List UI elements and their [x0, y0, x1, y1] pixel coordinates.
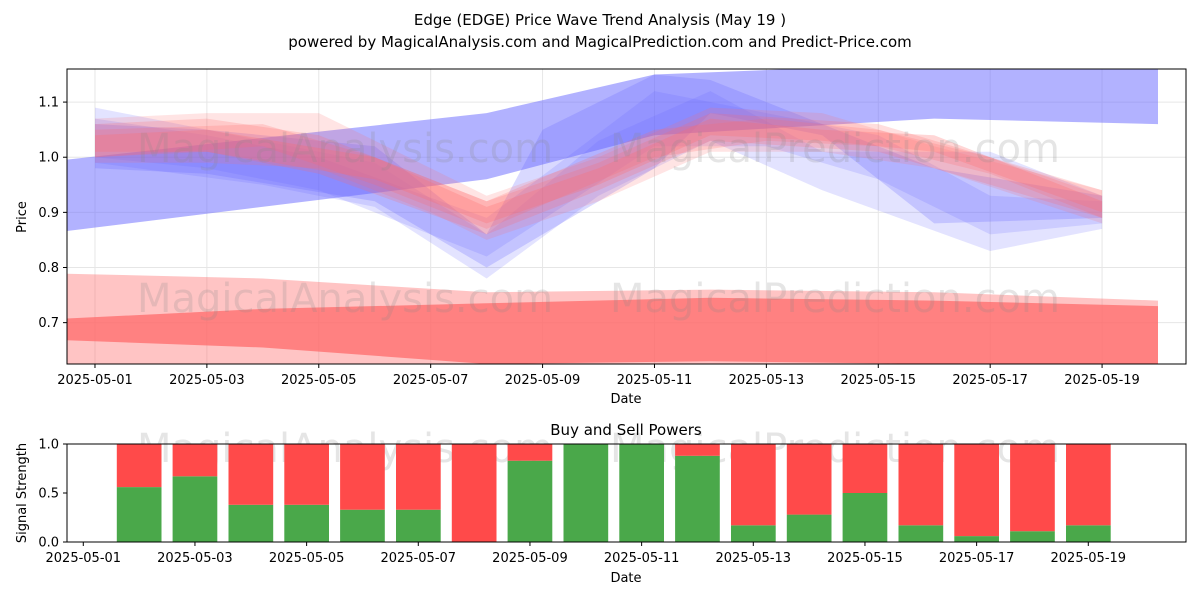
- price-plot-frame: [66, 68, 1187, 365]
- watermark-text: MagicalAnalysis.com: [137, 126, 553, 172]
- sell-bar: [172, 444, 218, 477]
- buy-bar: [228, 504, 274, 542]
- price-band-red-6: [95, 118, 1103, 229]
- y-tick-label: 0.7: [38, 316, 59, 331]
- y-tick-label: 1.1: [38, 96, 59, 111]
- signal-chart-title: Buy and Sell Powers: [550, 421, 702, 439]
- sell-bar: [954, 444, 999, 537]
- buy-bar: [954, 536, 999, 542]
- signal-x-axis-label: Date: [610, 571, 641, 586]
- y-tick-label: 1.0: [38, 438, 59, 453]
- watermarks: MagicalAnalysis.com MagicalPrediction.co…: [137, 126, 1060, 472]
- sell-bar: [340, 444, 385, 510]
- sell-bar: [1066, 444, 1111, 526]
- buy-bar: [1066, 525, 1111, 542]
- y-tick-label: 1.0: [38, 151, 59, 166]
- buy-bar: [116, 487, 162, 542]
- sell-bar: [284, 444, 329, 505]
- watermark-text: MagicalPrediction.com: [610, 126, 1060, 172]
- price-band-blue-2: [95, 91, 1103, 279]
- sell-bar: [731, 444, 776, 526]
- x-tick-label: 2025-05-07: [381, 551, 457, 566]
- sell-bar: [228, 444, 274, 505]
- signal-axis-ticks: 2025-05-01 2025-05-03 2025-05-05 2025-05-07…: [38, 438, 1126, 567]
- sell-bar: [1010, 444, 1055, 532]
- watermark-text: MagicalPrediction.com: [610, 276, 1060, 322]
- x-tick-label: 2025-05-03: [157, 551, 233, 566]
- x-tick-label: 2025-05-09: [492, 551, 568, 566]
- sell-bar: [786, 444, 832, 515]
- price-band-red-4: [95, 107, 1103, 240]
- buy-bar: [675, 455, 720, 542]
- sell-bar: [116, 444, 162, 488]
- x-tick-label: 2025-05-17: [952, 373, 1028, 388]
- buy-bar: [619, 444, 664, 542]
- signal-bars: [116, 444, 1111, 542]
- signal-y-axis-label: Signal Strength: [15, 443, 30, 543]
- x-tick-label: 2025-05-11: [617, 373, 693, 388]
- x-tick-label: 2025-05-15: [827, 551, 903, 566]
- y-tick-label: 0.0: [38, 536, 59, 551]
- price-band-blue-0: [67, 69, 1158, 231]
- price-band-blue-1: [95, 74, 1103, 268]
- sell-bar: [842, 444, 888, 493]
- buy-bar: [786, 514, 832, 542]
- x-tick-label: 2025-05-17: [939, 551, 1015, 566]
- buy-bar: [172, 476, 218, 542]
- x-tick-label: 2025-05-05: [281, 373, 357, 388]
- buy-bar: [842, 493, 888, 542]
- buy-bar: [563, 444, 609, 542]
- buy-bar: [284, 504, 329, 542]
- sell-bar: [396, 444, 441, 510]
- x-tick-label: 2025-05-01: [46, 551, 122, 566]
- y-tick-label: 0.8: [38, 261, 59, 276]
- buy-bar: [731, 525, 776, 542]
- chart-subtitle: powered by MagicalAnalysis.com and Magic…: [288, 33, 912, 51]
- sell-bar: [507, 444, 553, 461]
- y-tick-label: 0.5: [38, 487, 59, 502]
- x-tick-label: 2025-05-19: [1064, 373, 1140, 388]
- buy-bar: [340, 509, 385, 542]
- price-axis-ticks: 2025-05-01 2025-05-03 2025-05-05 2025-05-07…: [38, 96, 1140, 388]
- x-tick-label: 2025-05-11: [604, 551, 680, 566]
- buy-bar: [898, 525, 944, 542]
- y-tick-label: 0.9: [38, 206, 59, 221]
- sell-bar: [451, 444, 497, 542]
- price-x-axis-label: Date: [610, 392, 641, 407]
- buy-bar: [507, 460, 553, 542]
- x-tick-label: 2025-05-07: [393, 373, 469, 388]
- price-y-axis-label: Price: [15, 201, 30, 233]
- x-tick-label: 2025-05-19: [1051, 551, 1127, 566]
- x-tick-label: 2025-05-03: [169, 373, 245, 388]
- watermark-text: MagicalAnalysis.com: [137, 276, 553, 322]
- x-tick-label: 2025-05-13: [729, 373, 805, 388]
- price-band-red-7: [95, 118, 1103, 224]
- x-tick-label: 2025-05-05: [269, 551, 345, 566]
- sell-bar: [898, 444, 944, 526]
- price-band-blue-3: [95, 91, 1103, 257]
- x-tick-label: 2025-05-15: [840, 373, 916, 388]
- buy-bar: [396, 509, 441, 542]
- buy-bar: [1010, 531, 1055, 542]
- x-tick-label: 2025-05-09: [505, 373, 581, 388]
- price-band-red-5: [95, 113, 1103, 235]
- price-bands: [67, 69, 1158, 364]
- sell-bar: [675, 444, 720, 456]
- x-tick-label: 2025-05-01: [57, 373, 133, 388]
- chart-title: Edge (EDGE) Price Wave Trend Analysis (M…: [414, 11, 786, 29]
- x-tick-label: 2025-05-13: [716, 551, 792, 566]
- price-band-red-9: [67, 297, 1158, 364]
